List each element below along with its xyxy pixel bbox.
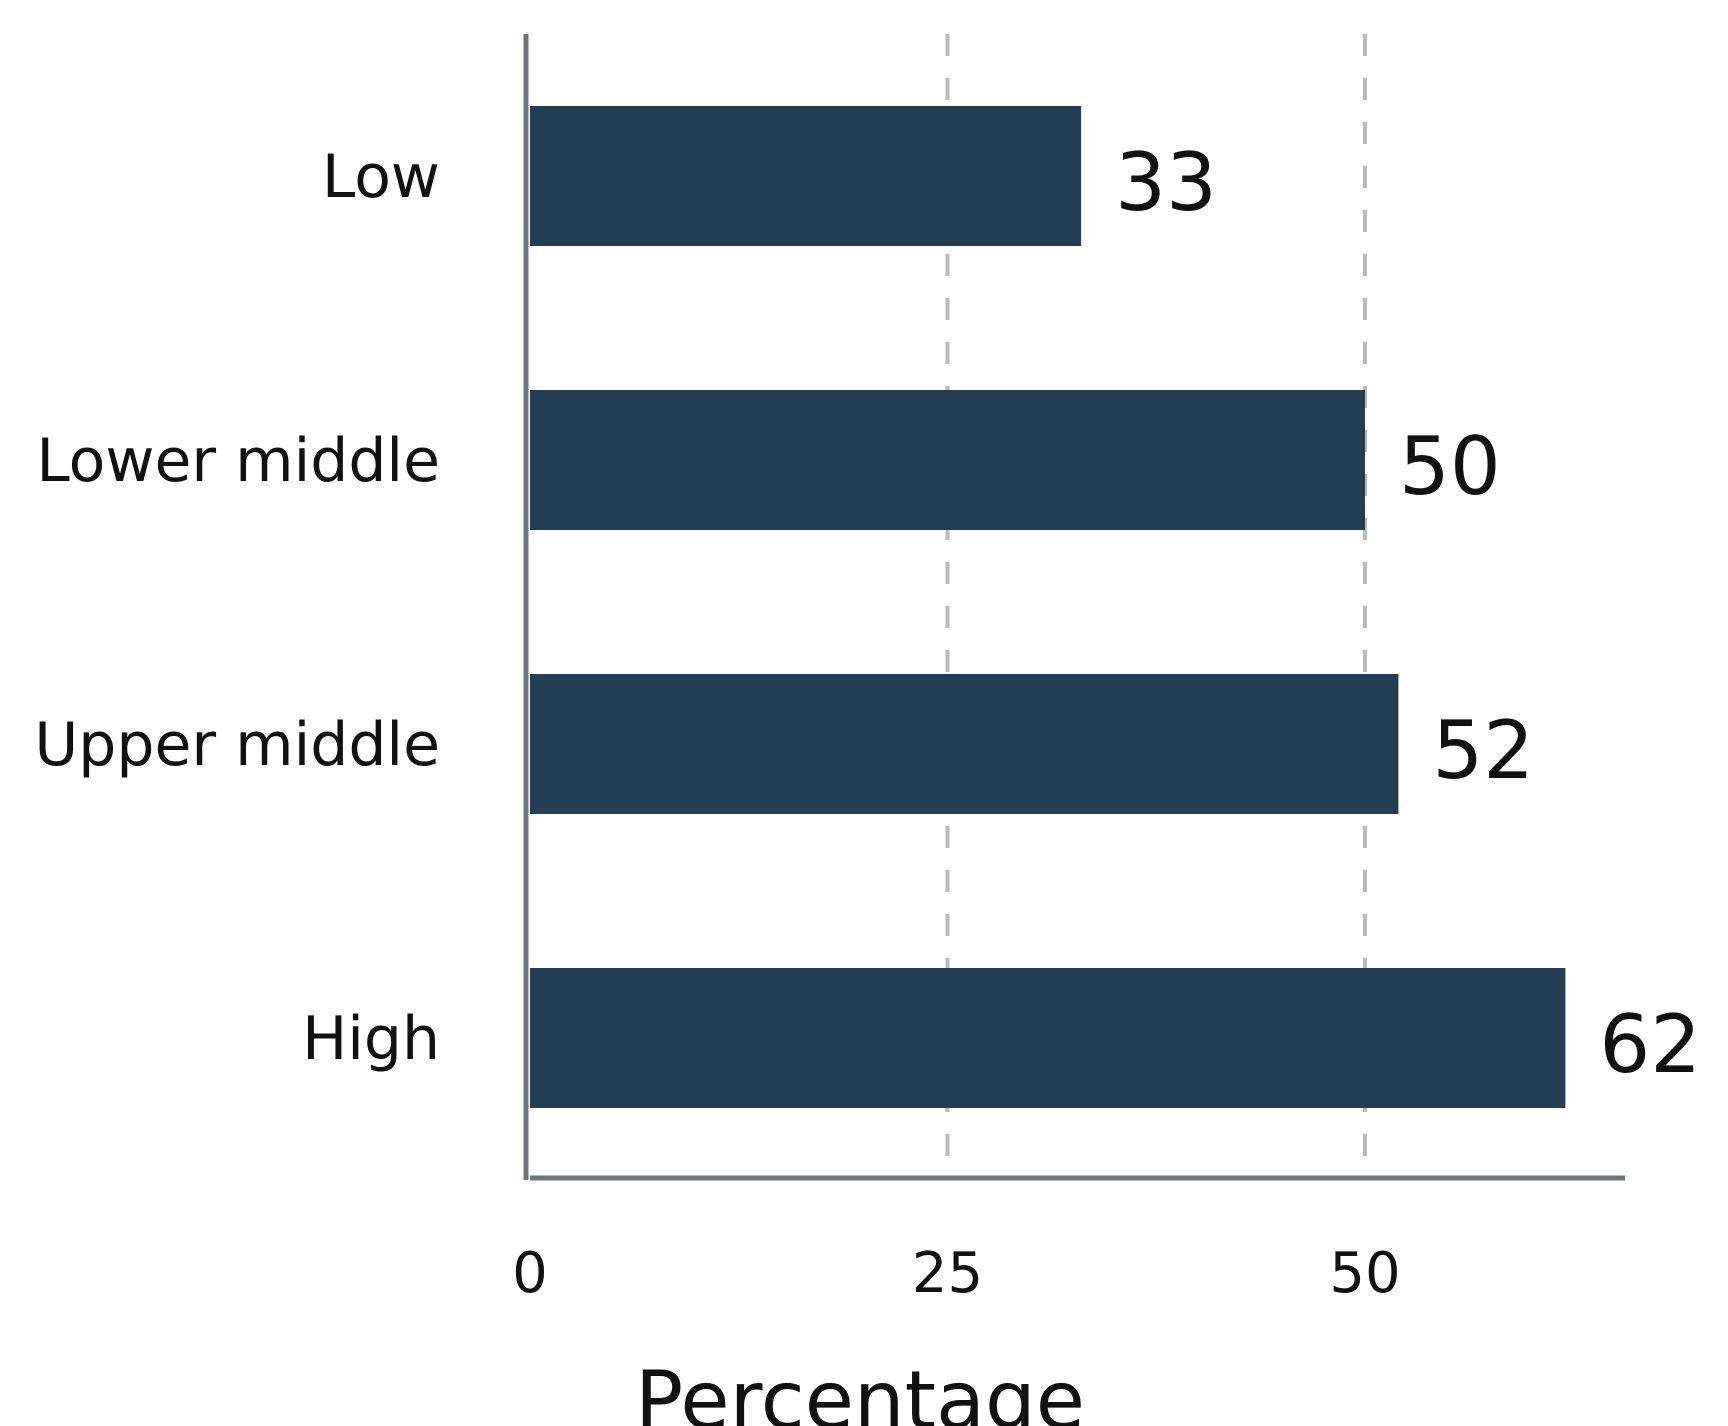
bars bbox=[530, 106, 1566, 1108]
value-labels: 33 50 52 62 bbox=[1115, 136, 1701, 1091]
x-tick-labels: 0 25 50 bbox=[512, 1241, 1400, 1306]
axes bbox=[523, 34, 1625, 1181]
category-label-low: Low bbox=[322, 142, 440, 212]
bar-lower-middle bbox=[530, 390, 1365, 530]
category-labels: Low Lower middle Upper middle High bbox=[34, 142, 440, 1074]
x-tick-label-50: 50 bbox=[1329, 1241, 1400, 1306]
bar-upper-middle bbox=[530, 674, 1399, 814]
value-label-low: 33 bbox=[1115, 136, 1217, 229]
category-label-high: High bbox=[302, 1004, 440, 1074]
x-axis-title: Percentage bbox=[635, 1354, 1085, 1426]
category-label-lower-middle: Lower middle bbox=[36, 426, 440, 496]
x-tick-label-25: 25 bbox=[912, 1241, 983, 1306]
bar-high bbox=[530, 968, 1566, 1108]
category-label-upper-middle: Upper middle bbox=[34, 710, 440, 780]
value-label-upper-middle: 52 bbox=[1432, 704, 1534, 797]
value-label-lower-middle: 50 bbox=[1399, 420, 1501, 513]
bar-low bbox=[530, 106, 1082, 246]
value-label-high: 62 bbox=[1599, 998, 1701, 1091]
x-tick-label-0: 0 bbox=[512, 1241, 548, 1306]
